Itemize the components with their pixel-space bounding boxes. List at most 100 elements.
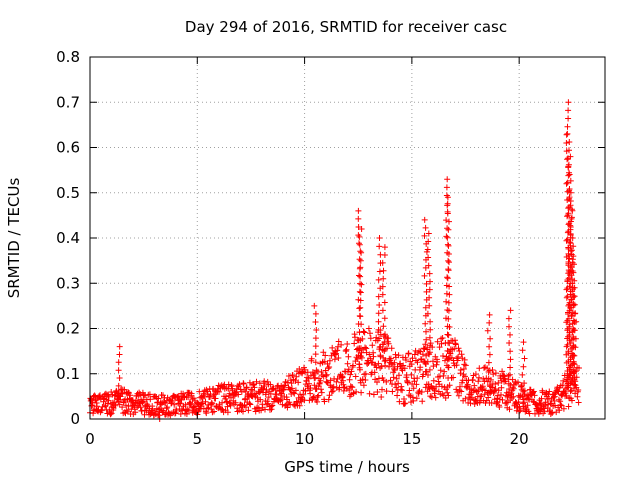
- data-point: [269, 402, 276, 409]
- data-point: [372, 361, 379, 368]
- data-point: [252, 408, 259, 415]
- data-point: [295, 379, 302, 386]
- data-point: [307, 390, 314, 397]
- data-point: [329, 344, 336, 351]
- y-tick-label: 0.6: [56, 139, 80, 157]
- data-point: [563, 180, 570, 187]
- data-point: [515, 399, 522, 406]
- data-point: [312, 310, 319, 317]
- data-point: [321, 398, 328, 405]
- data-point: [567, 189, 574, 196]
- data-point: [383, 378, 390, 385]
- data-point: [333, 350, 339, 357]
- data-point: [107, 411, 114, 418]
- data-point: [427, 342, 433, 349]
- data-point: [537, 400, 544, 407]
- data-point: [560, 405, 567, 412]
- data-point: [232, 399, 239, 406]
- data-point: [330, 388, 336, 394]
- data-point: [462, 362, 469, 369]
- data-point: [377, 352, 384, 359]
- data-point: [422, 224, 429, 231]
- data-point: [318, 386, 324, 393]
- data-point: [567, 177, 574, 184]
- data-point: [358, 321, 365, 328]
- data-point: [211, 408, 217, 415]
- data-point: [411, 378, 418, 385]
- data-point: [504, 393, 511, 400]
- data-point: [443, 233, 450, 240]
- data-point: [322, 352, 329, 359]
- data-point: [226, 399, 233, 406]
- data-point: [381, 315, 388, 322]
- data-point: [425, 254, 432, 261]
- data-point: [549, 409, 556, 416]
- data-point: [571, 277, 578, 284]
- data-point: [291, 390, 298, 397]
- data-point: [251, 384, 258, 391]
- data-point: [488, 400, 495, 406]
- data-point: [446, 259, 452, 266]
- data-point: [450, 374, 457, 381]
- data-point: [472, 371, 479, 378]
- data-point: [471, 382, 478, 389]
- data-point: [351, 340, 358, 347]
- data-point: [484, 327, 491, 334]
- data-point: [524, 402, 531, 409]
- data-point: [423, 328, 429, 335]
- data-point: [375, 360, 382, 367]
- data-point: [453, 362, 460, 369]
- data-point: [432, 394, 439, 401]
- data-point: [492, 386, 499, 392]
- data-point: [190, 395, 197, 402]
- data-point: [327, 377, 334, 384]
- data-point: [426, 294, 433, 301]
- data-point: [445, 307, 452, 314]
- data-point: [570, 360, 577, 367]
- data-point: [423, 288, 430, 295]
- data-point: [444, 225, 451, 232]
- data-point: [331, 356, 338, 363]
- data-point: [392, 381, 399, 388]
- data-point: [421, 216, 428, 223]
- data-point: [408, 361, 415, 368]
- data-point: [487, 335, 494, 342]
- data-point: [399, 387, 406, 394]
- data-point: [530, 388, 537, 395]
- data-point: [452, 341, 459, 348]
- data-point: [565, 107, 572, 114]
- data-point: [487, 383, 494, 390]
- data-point: [382, 331, 388, 338]
- data-point: [325, 396, 332, 403]
- data-point: [567, 218, 574, 225]
- data-point: [257, 396, 264, 403]
- data-point: [570, 253, 577, 260]
- data-point: [520, 339, 527, 346]
- data-point: [250, 381, 257, 388]
- data-point: [443, 184, 450, 191]
- data-point: [570, 294, 577, 301]
- data-point: [419, 351, 426, 358]
- data-point: [385, 340, 392, 347]
- data-point: [457, 383, 463, 390]
- data-point: [374, 379, 380, 386]
- data-point: [140, 398, 147, 405]
- data-point: [335, 343, 341, 350]
- data-point: [564, 130, 571, 137]
- data-point: [414, 359, 421, 366]
- data-point: [567, 388, 574, 395]
- data-point: [444, 241, 451, 248]
- data-point: [376, 335, 383, 342]
- data-point: [408, 371, 415, 378]
- data-point: [475, 378, 482, 385]
- data-point: [566, 299, 573, 306]
- data-point: [312, 335, 319, 342]
- data-point: [427, 393, 434, 400]
- data-point: [90, 410, 97, 417]
- data-point: [486, 311, 493, 318]
- data-point: [115, 398, 122, 405]
- data-point: [323, 371, 330, 378]
- y-tick-label: 0.1: [56, 365, 80, 383]
- y-tick-label: 0.7: [56, 93, 80, 111]
- data-point: [457, 367, 464, 373]
